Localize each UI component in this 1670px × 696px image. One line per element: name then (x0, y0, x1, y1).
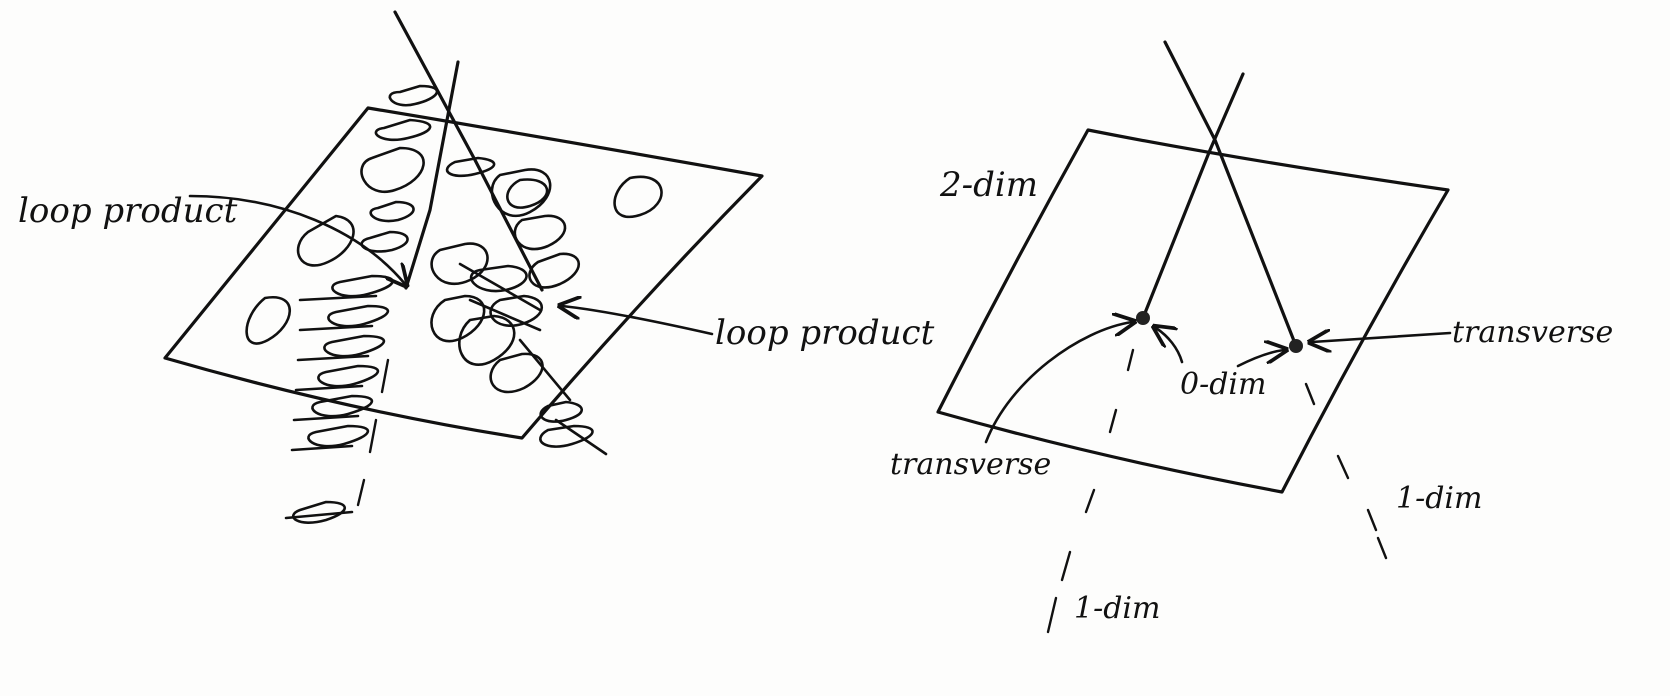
left-line-b-dashed (356, 358, 390, 507)
left-label-loop-product: loop product (18, 191, 238, 231)
left-figure: loop product loop product (18, 10, 935, 524)
left-label-arrow (188, 194, 405, 284)
arrow-0-dim-right (1236, 350, 1284, 368)
loop-column-a (284, 84, 439, 524)
right-line-a-dashed (1304, 382, 1388, 560)
right-plane (936, 128, 1450, 494)
label-transverse-right: transverse (1452, 315, 1613, 350)
right-line-b (1141, 72, 1245, 320)
scattered-loops (245, 175, 663, 345)
intersection-point-left (1136, 311, 1150, 325)
arrow-transverse-left (984, 322, 1132, 444)
label-0-dim: 0-dim (1180, 367, 1266, 402)
right-label-loop-product: loop product (715, 313, 935, 353)
label-1-dim-right: 1-dim (1396, 481, 1482, 516)
left-line-b (404, 60, 460, 290)
arrow-0-dim-left (1156, 328, 1184, 364)
loop-cluster-b (430, 156, 608, 456)
left-line-a (393, 10, 544, 292)
arrow-transverse-right (1312, 333, 1452, 342)
label-2-dim: 2-dim (939, 165, 1038, 205)
label-transverse-left: transverse (890, 447, 1051, 482)
left-plane (163, 106, 764, 440)
intersection-point-right (1289, 339, 1303, 353)
right-line-a (1163, 40, 1298, 348)
right-label-arrow (562, 306, 714, 336)
label-1-dim-bottom: 1-dim (1074, 591, 1160, 626)
right-figure: 2-dim transverse 0-dim transverse 1-dim … (890, 40, 1613, 634)
right-line-b-dashed (1046, 348, 1135, 634)
